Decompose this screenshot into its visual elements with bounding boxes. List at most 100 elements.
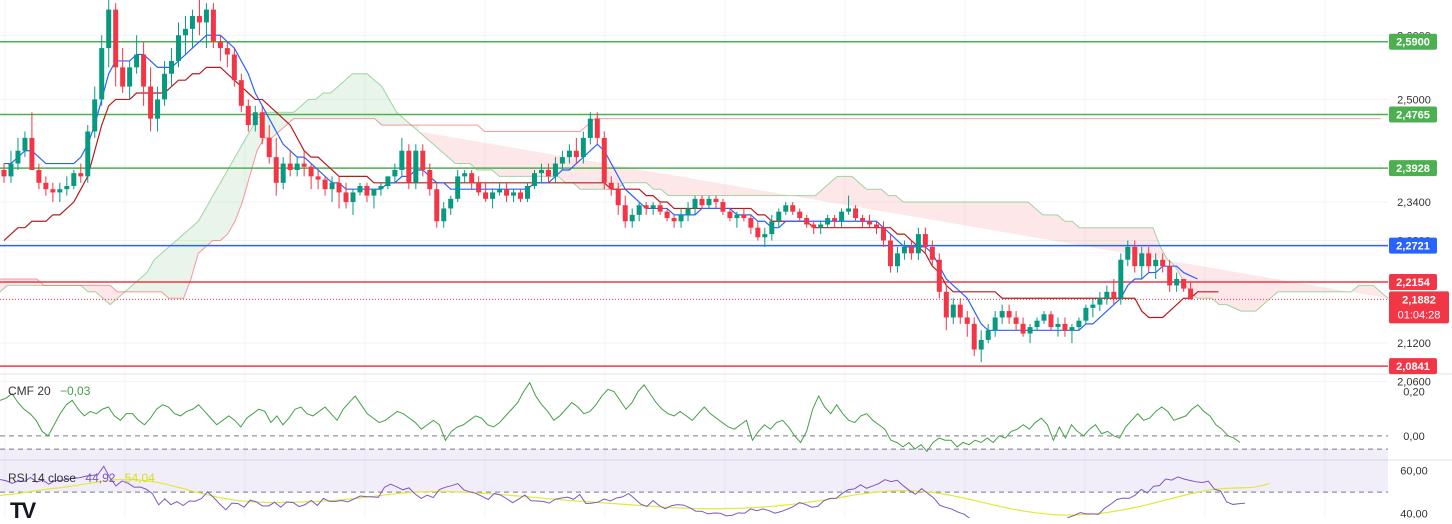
bearish-candle[interactable]	[518, 189, 524, 203]
bearish-candle[interactable]	[957, 298, 963, 324]
bearish-candle[interactable]	[434, 182, 440, 228]
bullish-candle[interactable]	[636, 202, 642, 222]
bearish-candle[interactable]	[224, 41, 230, 68]
bullish-candle[interactable]	[448, 195, 454, 215]
bullish-candle[interactable]	[329, 176, 335, 203]
bullish-candle[interactable]	[441, 202, 447, 228]
bearish-candle[interactable]	[29, 112, 35, 170]
bearish-candle[interactable]	[1181, 279, 1187, 292]
bearish-candle[interactable]	[790, 202, 796, 215]
bullish-candle[interactable]	[1069, 323, 1075, 344]
bullish-candle[interactable]	[1041, 311, 1047, 324]
bullish-candle[interactable]	[182, 16, 188, 55]
bearish-candle[interactable]	[657, 202, 663, 215]
bullish-candle[interactable]	[106, 0, 112, 68]
bullish-candle[interactable]	[1090, 298, 1096, 318]
bullish-candle[interactable]	[762, 227, 768, 247]
bearish-candle[interactable]	[1062, 317, 1068, 337]
bullish-candle[interactable]	[392, 163, 398, 183]
bullish-candle[interactable]	[1118, 253, 1124, 305]
bearish-candle[interactable]	[336, 176, 342, 209]
bearish-candle[interactable]	[43, 176, 49, 196]
bearish-candle[interactable]	[343, 182, 349, 209]
bearish-candle[interactable]	[50, 182, 56, 203]
bearish-candle[interactable]	[748, 214, 754, 235]
bearish-candle[interactable]	[867, 214, 873, 228]
bullish-candle[interactable]	[462, 169, 468, 183]
bullish-candle[interactable]	[169, 48, 175, 87]
bullish-candle[interactable]	[734, 211, 740, 228]
bearish-candle[interactable]	[238, 73, 244, 113]
bullish-candle[interactable]	[776, 208, 782, 228]
bullish-candle[interactable]	[385, 176, 391, 190]
bearish-candle[interactable]	[273, 137, 279, 196]
bullish-candle[interactable]	[552, 157, 558, 183]
bullish-candle[interactable]	[176, 22, 181, 68]
bullish-candle[interactable]	[1097, 291, 1103, 312]
bullish-candle[interactable]	[525, 182, 530, 203]
bullish-candle[interactable]	[71, 169, 77, 190]
bullish-candle[interactable]	[769, 214, 775, 241]
bearish-candle[interactable]	[406, 144, 412, 190]
bearish-candle[interactable]	[504, 182, 510, 203]
bearish-candle[interactable]	[1, 163, 7, 183]
bearish-candle[interactable]	[860, 214, 866, 228]
bullish-candle[interactable]	[162, 60, 168, 106]
bullish-candle[interactable]	[999, 304, 1005, 324]
bearish-candle[interactable]	[1006, 304, 1012, 324]
bearish-candle[interactable]	[210, 3, 216, 49]
bullish-candle[interactable]	[1153, 253, 1159, 279]
bearish-candle[interactable]	[727, 208, 733, 222]
bearish-candle[interactable]	[148, 67, 154, 132]
bullish-candle[interactable]	[1104, 285, 1110, 305]
bullish-candle[interactable]	[685, 202, 691, 222]
bullish-candle[interactable]	[57, 182, 63, 203]
bearish-candle[interactable]	[217, 35, 223, 61]
bullish-candle[interactable]	[1034, 317, 1040, 331]
bearish-candle[interactable]	[1111, 279, 1117, 305]
bearish-candle[interactable]	[615, 182, 621, 215]
bearish-candle[interactable]	[964, 311, 970, 337]
bullish-candle[interactable]	[15, 137, 21, 170]
bullish-candle[interactable]	[650, 202, 656, 215]
bullish-candle[interactable]	[294, 157, 300, 177]
bearish-candle[interactable]	[1160, 253, 1166, 273]
bearish-candle[interactable]	[887, 234, 893, 273]
bullish-candle[interactable]	[538, 163, 544, 183]
bearish-candle[interactable]	[741, 208, 747, 222]
bullish-candle[interactable]	[825, 214, 831, 228]
bearish-candle[interactable]	[420, 144, 426, 177]
bullish-candle[interactable]	[580, 131, 586, 164]
tradingview-logo[interactable]: TV	[10, 498, 36, 523]
bearish-candle[interactable]	[287, 150, 293, 177]
bearish-candle[interactable]	[720, 198, 726, 215]
bearish-candle[interactable]	[315, 169, 321, 190]
bearish-candle[interactable]	[1048, 311, 1054, 331]
bullish-candle[interactable]	[566, 144, 572, 164]
bearish-candle[interactable]	[483, 182, 489, 203]
bearish-candle[interactable]	[245, 99, 251, 132]
bearish-candle[interactable]	[699, 195, 705, 209]
bullish-candle[interactable]	[1027, 323, 1033, 344]
bearish-candle[interactable]	[713, 195, 719, 209]
bullish-candle[interactable]	[950, 298, 956, 324]
bearish-candle[interactable]	[853, 205, 859, 222]
bearish-candle[interactable]	[573, 137, 579, 164]
bullish-candle[interactable]	[531, 169, 537, 190]
bearish-candle[interactable]	[1020, 317, 1026, 337]
bullish-candle[interactable]	[155, 86, 161, 132]
bearish-candle[interactable]	[427, 163, 433, 196]
bearish-candle[interactable]	[622, 195, 628, 228]
bearish-candle[interactable]	[874, 221, 879, 235]
bearish-candle[interactable]	[1188, 282, 1194, 300]
bearish-candle[interactable]	[141, 41, 147, 106]
bearish-candle[interactable]	[113, 3, 119, 87]
bullish-candle[interactable]	[490, 189, 496, 209]
bullish-candle[interactable]	[901, 240, 907, 260]
bullish-candle[interactable]	[559, 150, 565, 170]
bullish-candle[interactable]	[978, 330, 984, 363]
bearish-candle[interactable]	[755, 221, 761, 241]
bearish-candle[interactable]	[643, 202, 649, 215]
bearish-candle[interactable]	[308, 163, 314, 190]
bullish-candle[interactable]	[64, 176, 70, 196]
